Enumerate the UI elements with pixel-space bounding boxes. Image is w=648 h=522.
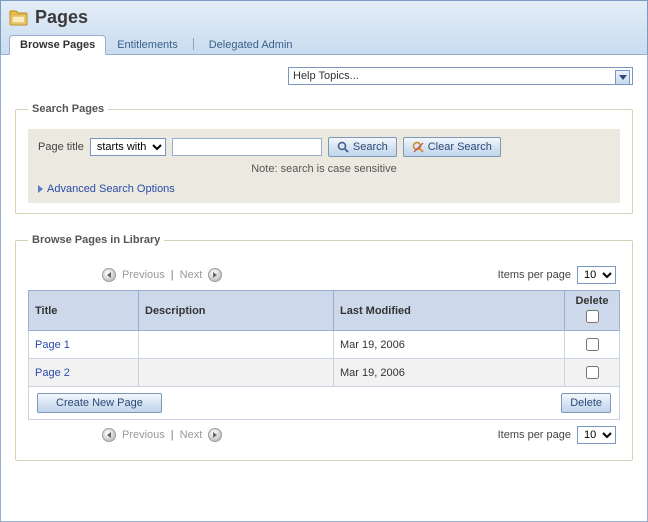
pager-right-bottom: Items per page 10 xyxy=(498,426,616,444)
help-topics-select[interactable]: Help Topics... xyxy=(288,67,633,85)
previous-icon[interactable] xyxy=(102,268,116,282)
clear-icon xyxy=(412,141,425,154)
page-link[interactable]: Page 1 xyxy=(29,331,139,359)
triangle-right-icon xyxy=(38,185,43,193)
clear-search-button[interactable]: Clear Search xyxy=(403,137,501,157)
table-row: Page 2 Mar 19, 2006 xyxy=(29,359,620,387)
col-last-modified: Last Modified xyxy=(334,291,565,331)
page-title-label: Page title xyxy=(38,141,84,153)
tab-row: Browse Pages Entitlements Delegated Admi… xyxy=(9,34,639,54)
previous-icon[interactable] xyxy=(102,428,116,442)
items-per-page-select[interactable]: 10 xyxy=(577,426,616,444)
title-row: Pages xyxy=(9,7,639,32)
next-link[interactable]: Next xyxy=(180,429,203,441)
cell-delete xyxy=(565,331,620,359)
page-header: Pages Browse Pages Entitlements Delegate… xyxy=(0,0,648,54)
table-row: Page 1 Mar 19, 2006 xyxy=(29,331,620,359)
chevron-down-icon xyxy=(615,70,630,85)
page-link[interactable]: Page 2 xyxy=(29,359,139,387)
browse-pages-fieldset: Browse Pages in Library Previous | Next … xyxy=(15,234,633,461)
previous-link[interactable]: Previous xyxy=(122,429,165,441)
items-per-page-label: Items per page xyxy=(498,429,571,441)
cell-description xyxy=(139,331,334,359)
tab-browse-pages[interactable]: Browse Pages xyxy=(9,35,106,55)
advanced-search-label: Advanced Search Options xyxy=(47,183,175,195)
search-button[interactable]: Search xyxy=(328,137,397,157)
previous-link[interactable]: Previous xyxy=(122,269,165,281)
tab-delegated-admin[interactable]: Delegated Admin xyxy=(198,35,304,55)
pages-table: Title Description Last Modified Delete P… xyxy=(28,290,620,387)
create-new-page-label: Create New Page xyxy=(56,397,143,409)
row-delete-checkbox[interactable] xyxy=(586,338,599,351)
items-per-page-select[interactable]: 10 xyxy=(577,266,616,284)
pager-left-top: Previous | Next xyxy=(102,268,222,282)
search-note: Note: search is case sensitive xyxy=(38,163,610,175)
cell-description xyxy=(139,359,334,387)
folder-icon xyxy=(9,9,29,27)
cell-last-modified: Mar 19, 2006 xyxy=(334,331,565,359)
create-new-page-button[interactable]: Create New Page xyxy=(37,393,162,413)
advanced-search-link[interactable]: Advanced Search Options xyxy=(38,183,610,195)
browse-legend: Browse Pages in Library xyxy=(28,234,164,246)
cell-last-modified: Mar 19, 2006 xyxy=(334,359,565,387)
pager-top: Previous | Next Items per page 10 xyxy=(28,260,620,290)
next-icon[interactable] xyxy=(208,268,222,282)
pager-left-bottom: Previous | Next xyxy=(102,428,222,442)
table-action-row: Create New Page Delete xyxy=(28,387,620,420)
delete-button-label: Delete xyxy=(570,397,602,409)
next-icon[interactable] xyxy=(208,428,222,442)
pager-sep: | xyxy=(171,429,174,441)
col-description: Description xyxy=(139,291,334,331)
search-icon xyxy=(337,141,350,154)
search-text-input[interactable] xyxy=(172,138,322,156)
tab-entitlements[interactable]: Entitlements xyxy=(106,35,189,55)
pager-sep: | xyxy=(171,269,174,281)
col-delete: Delete xyxy=(565,291,620,331)
search-button-label: Search xyxy=(353,141,388,153)
next-link[interactable]: Next xyxy=(180,269,203,281)
pager-right-top: Items per page 10 xyxy=(498,266,616,284)
table-header-row: Title Description Last Modified Delete xyxy=(29,291,620,331)
col-title: Title xyxy=(29,291,139,331)
content-area: Help Topics... Search Pages Page title s… xyxy=(0,54,648,522)
tab-separator xyxy=(193,38,194,50)
row-delete-checkbox[interactable] xyxy=(586,366,599,379)
pager-bottom: Previous | Next Items per page 10 xyxy=(28,420,620,450)
cell-delete xyxy=(565,359,620,387)
help-topics-text: Help Topics... xyxy=(293,70,359,82)
operator-select[interactable]: starts with xyxy=(90,138,166,156)
search-row: Page title starts with Search xyxy=(38,137,610,157)
clear-search-label: Clear Search xyxy=(428,141,492,153)
help-row: Help Topics... xyxy=(15,67,633,85)
search-pages-fieldset: Search Pages Page title starts with Sear… xyxy=(15,103,633,214)
delete-button[interactable]: Delete xyxy=(561,393,611,413)
delete-all-checkbox[interactable] xyxy=(586,310,599,323)
page-title: Pages xyxy=(35,7,88,28)
col-delete-label: Delete xyxy=(571,295,613,307)
search-legend: Search Pages xyxy=(28,103,108,115)
items-per-page-label: Items per page xyxy=(498,269,571,281)
search-body: Page title starts with Search xyxy=(28,129,620,203)
